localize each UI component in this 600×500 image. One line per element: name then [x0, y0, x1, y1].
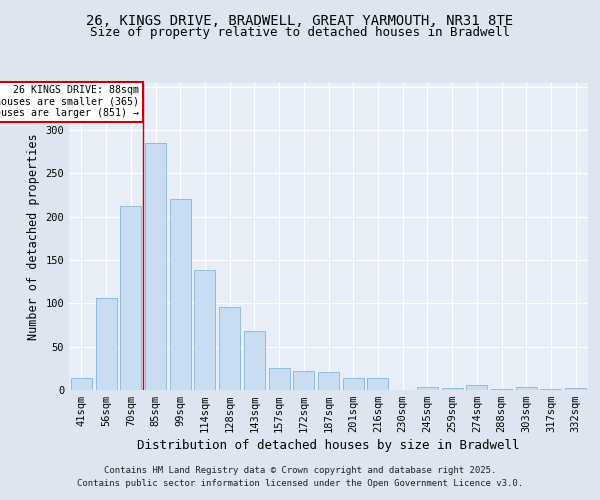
Bar — [417, 388, 438, 390]
Bar — [120, 206, 141, 390]
Text: Size of property relative to detached houses in Bradwell: Size of property relative to detached ho… — [90, 26, 510, 39]
Bar — [145, 143, 166, 390]
Bar — [565, 388, 586, 390]
Bar — [269, 368, 290, 390]
Bar — [95, 298, 116, 390]
Bar — [343, 378, 364, 390]
Bar — [466, 385, 487, 390]
Bar — [194, 270, 215, 390]
Bar — [170, 198, 191, 390]
Bar — [516, 388, 537, 390]
Text: 26, KINGS DRIVE, BRADWELL, GREAT YARMOUTH, NR31 8TE: 26, KINGS DRIVE, BRADWELL, GREAT YARMOUT… — [86, 14, 514, 28]
Bar — [367, 378, 388, 390]
Bar — [71, 378, 92, 390]
Y-axis label: Number of detached properties: Number of detached properties — [27, 133, 40, 340]
Bar — [293, 371, 314, 390]
Text: Contains HM Land Registry data © Crown copyright and database right 2025.
Contai: Contains HM Land Registry data © Crown c… — [77, 466, 523, 487]
Bar — [442, 388, 463, 390]
Bar — [219, 307, 240, 390]
Bar — [244, 331, 265, 390]
Bar — [541, 389, 562, 390]
Bar — [318, 372, 339, 390]
Text: 26 KINGS DRIVE: 88sqm
← 30% of detached houses are smaller (365)
70% of semi-det: 26 KINGS DRIVE: 88sqm ← 30% of detached … — [0, 85, 139, 118]
X-axis label: Distribution of detached houses by size in Bradwell: Distribution of detached houses by size … — [137, 440, 520, 452]
Bar — [491, 389, 512, 390]
